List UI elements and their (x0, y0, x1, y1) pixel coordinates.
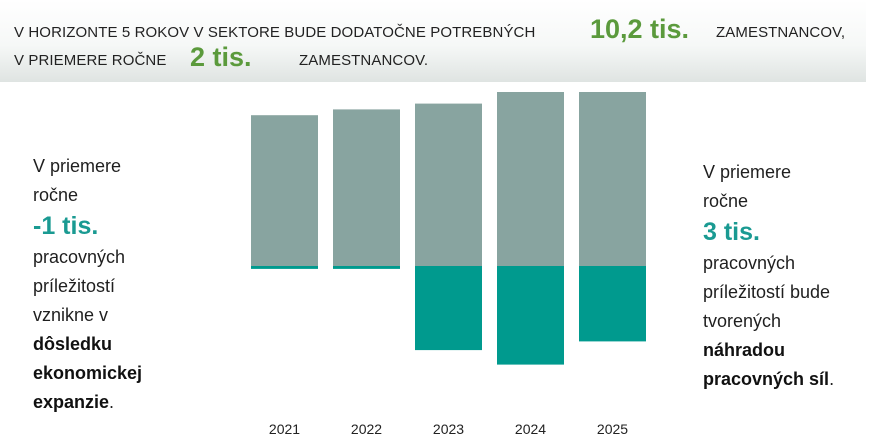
x-tick-label: 2025 (597, 421, 628, 437)
header-line2-text: V PRIEMERE ROČNE (14, 52, 167, 69)
right-annotation: V priemere ročne 3 tis. pracovných príle… (703, 158, 883, 394)
left-annotation-line: V priemere (33, 156, 122, 176)
left-annotation-line: ročne (33, 185, 79, 205)
bar-replacement-2022 (333, 109, 400, 267)
bar-replacement-2023 (415, 103, 482, 266)
bar-expansion-2023 (415, 266, 482, 351)
header-banner: V HORIZONTE 5 ROKOV V SEKTORE BUDE DODAT… (0, 0, 866, 82)
header-line1-text: V HORIZONTE 5 ROKOV V SEKTORE BUDE DODAT… (14, 24, 536, 41)
right-annotation-line: pracovných (703, 253, 796, 273)
right-annotation-bold: náhradou (703, 340, 786, 360)
right-annotation-line: V priemere (703, 162, 792, 182)
right-annotation-bold: pracovných síl (703, 369, 830, 389)
right-annotation-line: príležitostí bude (703, 282, 831, 302)
bar-expansion-2021 (251, 266, 318, 269)
bar-replacement-2024 (497, 92, 564, 266)
bar-expansion-2022 (333, 266, 400, 269)
left-annotation-period: . (109, 392, 115, 412)
x-tick-label: 2023 (433, 421, 464, 437)
left-annotation: V priemere ročne -1 tis. pracovných príl… (33, 152, 203, 417)
header-line2-value: 2 tis. (190, 42, 252, 72)
right-annotation-line: ročne (703, 191, 749, 211)
bar-expansion-2025 (579, 266, 646, 342)
right-annotation-value: 3 tis. (703, 218, 760, 246)
left-annotation-bold: ekonomickej (33, 363, 143, 383)
left-annotation-value: -1 tis. (33, 212, 99, 240)
bar-replacement-2021 (251, 115, 318, 266)
bar-replacement-2025 (579, 92, 646, 266)
x-tick-label: 2021 (269, 421, 300, 437)
header-line1-suffix: ZAMESTNANCOV, (716, 24, 846, 41)
header-line2-suffix: ZAMESTNANCOV. (299, 52, 429, 69)
x-tick-label: 2024 (515, 421, 546, 437)
header-line1-value: 10,2 tis. (590, 14, 690, 44)
left-annotation-line: príležitostí (33, 276, 116, 296)
x-tick-label: 2022 (351, 421, 382, 437)
right-annotation-line: tvorených (703, 311, 782, 331)
bar-expansion-2024 (497, 266, 564, 365)
right-annotation-period: . (829, 369, 835, 389)
left-annotation-bold: dôsledku (33, 334, 113, 354)
left-annotation-line: pracovných (33, 247, 126, 267)
left-annotation-line: vznikne v (33, 305, 109, 325)
left-annotation-bold: expanzie (33, 392, 110, 412)
